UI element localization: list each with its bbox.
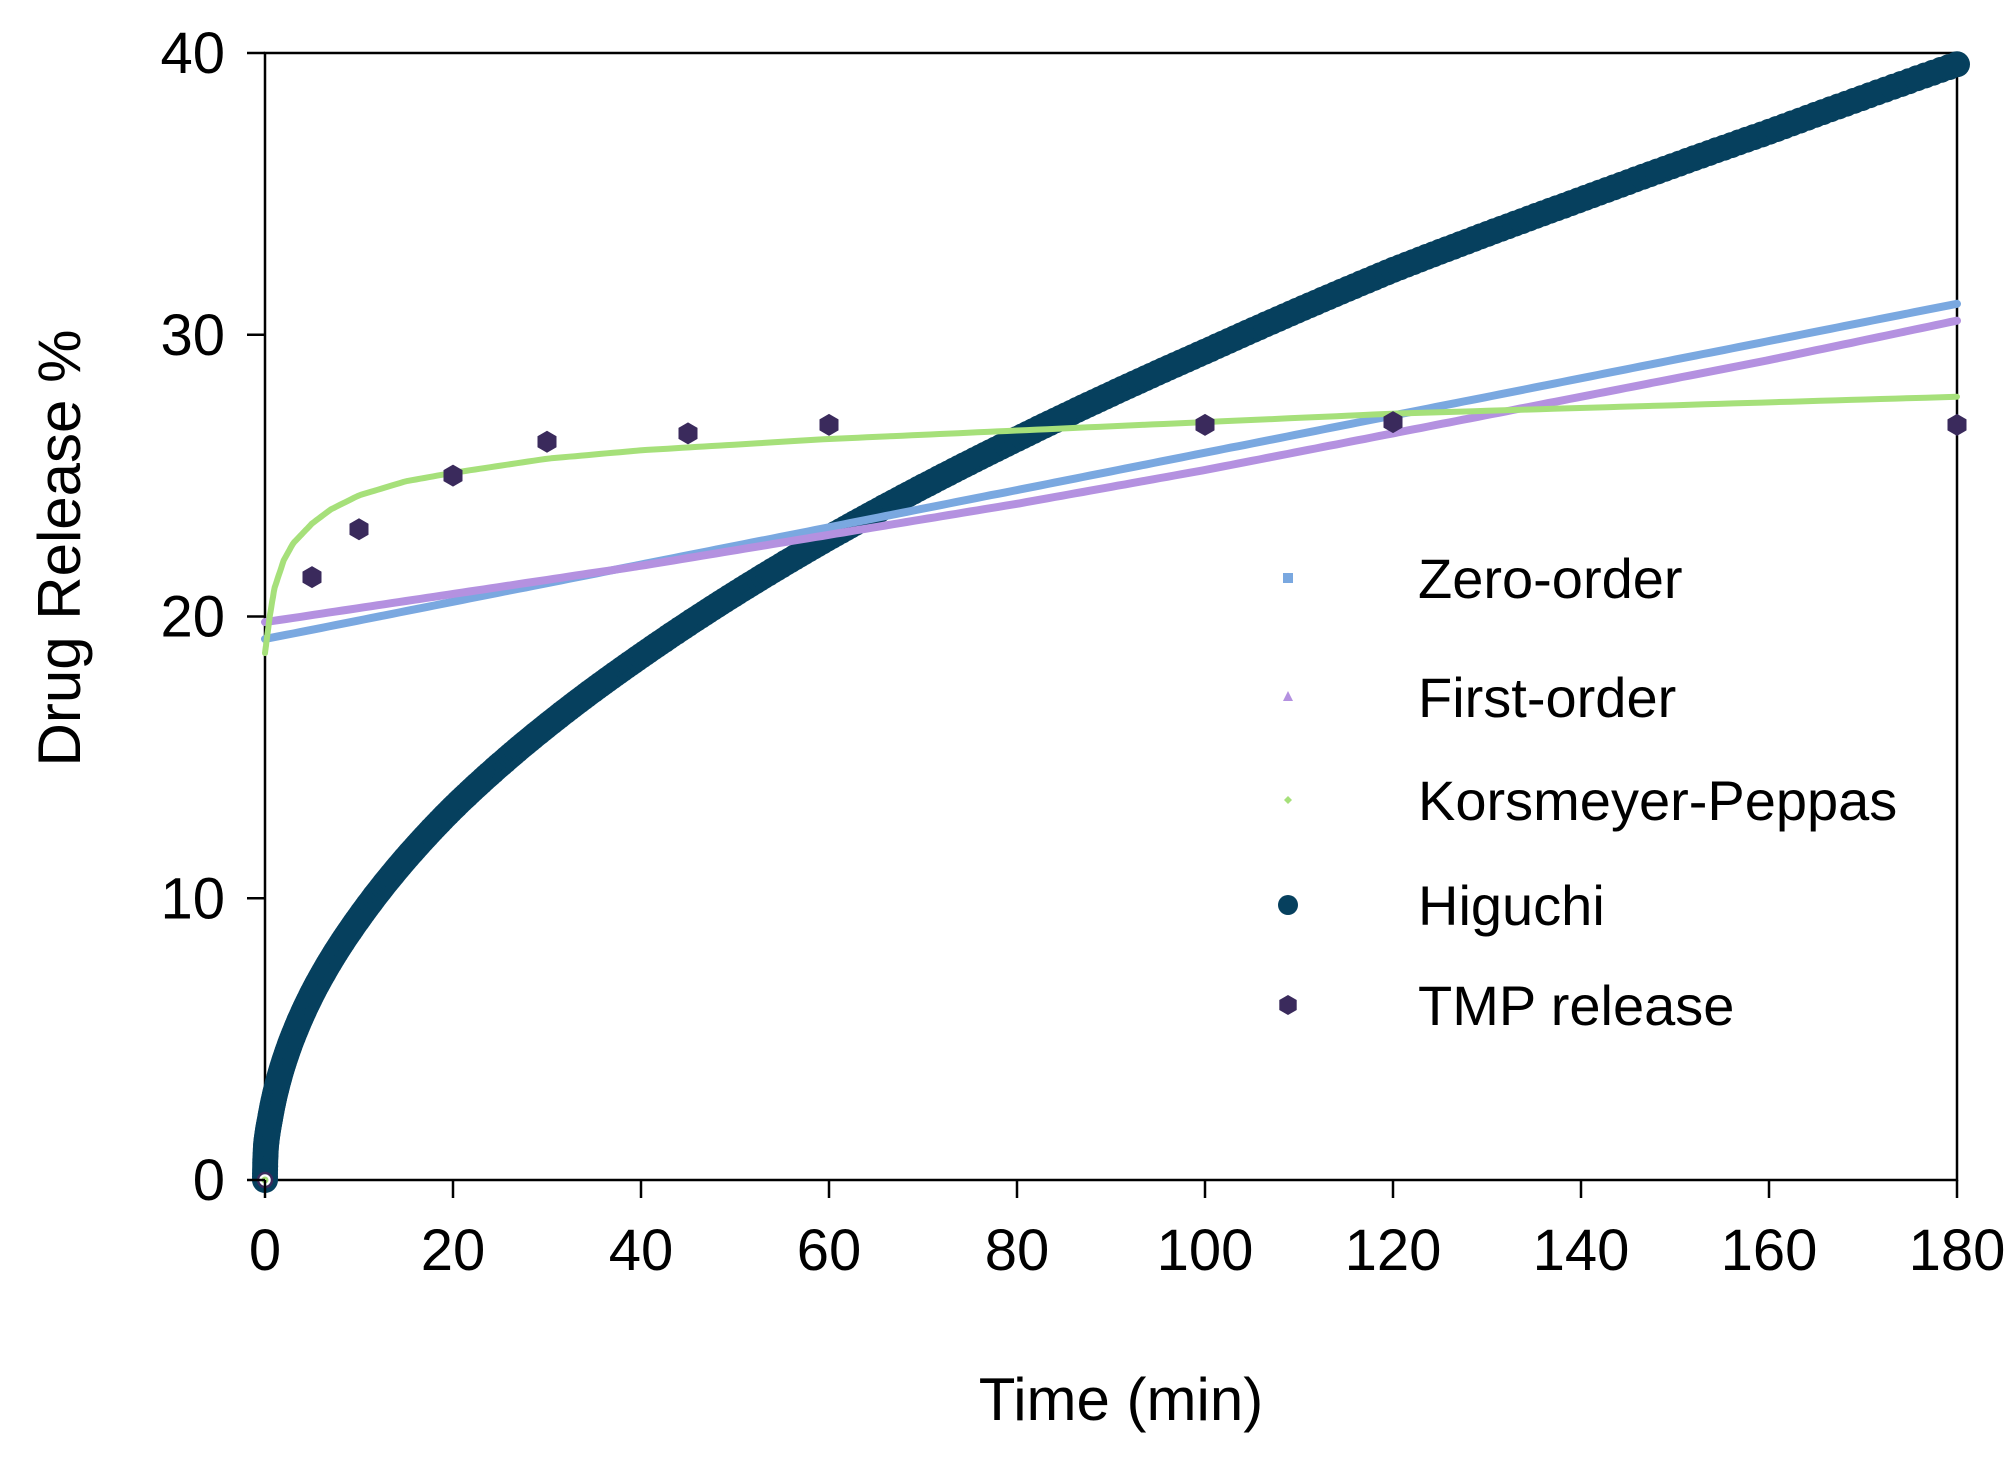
x-axis-title: Time (min) bbox=[979, 1366, 1263, 1433]
tmp-release-point bbox=[678, 422, 698, 445]
y-tick-label: 0 bbox=[193, 1148, 225, 1213]
axes: 0 10 20 30 40 0 20 40 60 80 100 120 140 160 180 bbox=[160, 21, 2005, 1283]
y-tick-label: 40 bbox=[160, 21, 225, 86]
x-tick-label: 120 bbox=[1345, 1218, 1442, 1283]
x-tick-label: 180 bbox=[1909, 1218, 2006, 1283]
zero-order-legend-label: Zero-order bbox=[1418, 547, 1683, 610]
x-tick-label: 40 bbox=[609, 1218, 674, 1283]
x-tick-label: 80 bbox=[985, 1218, 1050, 1283]
tmp-release-legend-marker bbox=[1279, 995, 1297, 1015]
fit-lines bbox=[261, 299, 1961, 657]
tmp-release-point bbox=[1383, 411, 1403, 434]
x-tick-label: 0 bbox=[249, 1218, 281, 1283]
higuchi-legend-marker bbox=[1278, 895, 1298, 915]
x-tick-label: 140 bbox=[1533, 1218, 1630, 1283]
y-tick-label: 20 bbox=[160, 585, 225, 650]
data-points bbox=[256, 411, 1967, 1189]
tmp-release-point bbox=[302, 566, 322, 589]
korsmeyer-peppas-line bbox=[262, 393, 1960, 657]
tmp-release-point bbox=[537, 430, 557, 453]
tmp-release-point bbox=[1195, 413, 1215, 436]
tmp-release-legend-label: TMP release bbox=[1418, 974, 1734, 1037]
korsmeyer-peppas-legend-marker bbox=[1284, 796, 1292, 804]
y-tick-label: 10 bbox=[160, 866, 225, 931]
y-axis-title: Drug Release % bbox=[26, 330, 93, 767]
x-tick-label: 20 bbox=[421, 1218, 486, 1283]
y-tick-label: 30 bbox=[160, 303, 225, 368]
x-tick-label: 100 bbox=[1157, 1218, 1254, 1283]
first-order-legend-label: First-order bbox=[1418, 666, 1676, 729]
tmp-release-point bbox=[819, 413, 839, 436]
tmp-release-point bbox=[443, 464, 463, 487]
higuchi-legend-label: Higuchi bbox=[1418, 874, 1605, 937]
korsmeyer-peppas-legend-label: Korsmeyer-Peppas bbox=[1418, 769, 1897, 832]
x-tick-label: 60 bbox=[797, 1218, 862, 1283]
tmp-release-point bbox=[1947, 413, 1967, 436]
first-order-legend-marker bbox=[1283, 691, 1293, 701]
first-order-line bbox=[261, 316, 1961, 627]
tmp-release-point bbox=[349, 518, 369, 541]
legend: Zero-order First-order Korsmeyer-Peppas Hig… bbox=[1278, 547, 1897, 1037]
zero-order-legend-marker bbox=[1283, 573, 1293, 583]
x-tick-label: 160 bbox=[1721, 1218, 1818, 1283]
higuchi-marker bbox=[1944, 51, 1970, 78]
zero-order-line bbox=[261, 299, 1961, 643]
